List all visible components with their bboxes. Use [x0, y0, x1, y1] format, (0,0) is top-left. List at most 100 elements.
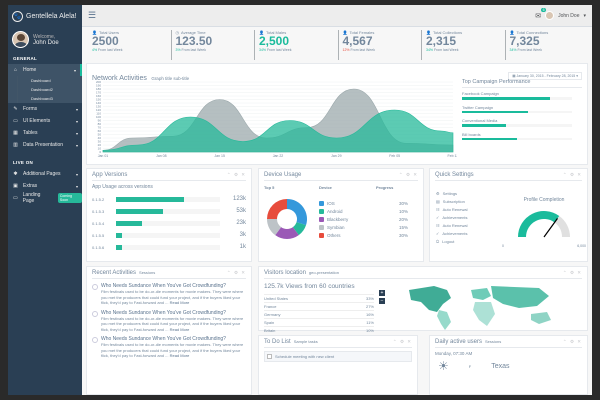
device-row: Android 10%: [319, 207, 419, 215]
campaign-bar-track: [462, 110, 572, 113]
top-avatar[interactable]: [545, 11, 555, 20]
stat-total-males: 👤 Total Males 2,500 34% From last Week: [254, 30, 338, 60]
quick-setting-item[interactable]: ✓ Achievements: [436, 229, 468, 237]
sidebar-item-home[interactable]: ⌂ Home ▾: [8, 64, 82, 76]
menu-toggle-icon[interactable]: ☰: [88, 10, 97, 20]
version-label: 0.1.5.2: [92, 196, 105, 202]
sidebar-item-label: Tables: [23, 130, 38, 136]
activity-title[interactable]: Who Needs Sundance When You've Got Crowd…: [101, 283, 226, 289]
table-icon: ▦: [13, 130, 18, 136]
quick-setting-item[interactable]: ☷ Auto Renewal: [436, 205, 468, 213]
submenu-dashboard[interactable]: Dashboard: [17, 76, 82, 85]
visitors-heading: 125.7k Views from 60 countries: [264, 283, 355, 290]
todo-checkbox[interactable]: [267, 354, 272, 359]
gauge-fill: [518, 211, 560, 237]
panel-controls[interactable]: ⌃ ⚙ ✕: [226, 269, 246, 275]
desktop-icon: ▭: [13, 118, 18, 124]
avatar[interactable]: [12, 31, 29, 48]
sidebar-item-tables[interactable]: ▦ Tables ▾: [8, 127, 82, 139]
profile-completion-gauge: [518, 211, 570, 238]
panel-controls[interactable]: ⌃ ⚙ ✕: [562, 269, 582, 275]
panel-controls[interactable]: ⌃ ⚙ ✕: [226, 171, 246, 177]
quick-setting-item[interactable]: ▤ Subscription: [436, 197, 468, 205]
device-pct: 30%: [399, 232, 409, 238]
sidebar-item-forms[interactable]: ✎ Forms ▾: [8, 103, 82, 115]
gauge-max: 6,000: [577, 244, 586, 248]
read-more-link[interactable]: Read More: [169, 326, 190, 332]
panel-title: Visitors location geo-presentation ⌃ ⚙ ✕: [264, 267, 582, 279]
app-version-row: 0.1.5.3 53k: [92, 205, 246, 217]
setting-label: Auto Renewal: [442, 222, 468, 228]
todo-item[interactable]: Schedule meeting with new client: [264, 351, 412, 362]
map-zoom-out[interactable]: −: [379, 298, 385, 304]
stat-label: Total Males: [265, 30, 287, 35]
y-tick-label: 90: [98, 119, 102, 123]
sidebar-item-additional-pages[interactable]: ✱ Additional Pages ▾: [8, 168, 82, 180]
quick-setting-item[interactable]: ⚙ Settings: [436, 189, 468, 197]
chevron-down-icon[interactable]: ▾: [583, 12, 586, 19]
daily-title: Daily active users: [435, 338, 483, 345]
network-activities-panel: Network Activities Graph title sub-title…: [86, 63, 588, 165]
device-name: IOS: [327, 200, 335, 206]
campaign-label: Twitter Campaign: [462, 104, 494, 110]
map-zoom-in[interactable]: +: [379, 290, 385, 296]
gauge-title: Profile Completion: [523, 197, 565, 203]
top-right-controls: ✉ 6 John Doe ▾: [535, 7, 586, 20]
sidebar-item-label: Extras: [23, 183, 38, 189]
panel-controls[interactable]: ⌃ ⚙ ✕: [392, 338, 412, 344]
daily-date: Monday, 07:30 AM: [435, 351, 473, 356]
y-tick-label: 80: [98, 122, 102, 126]
sidebar-item-landing-page[interactable]: ▭ Landing Page Coming Soon: [8, 192, 83, 204]
date-range-picker[interactable]: ▦ January 30, 2015 - February 28, 2015 ▾: [508, 72, 582, 80]
brand[interactable]: 🐾 Gentellela Alela!: [8, 5, 82, 27]
sidebar-item-data-presentation[interactable]: ▥ Data Presentation ▾: [8, 139, 82, 151]
setting-icon: ▤: [436, 198, 440, 204]
map-south-america: [437, 310, 451, 330]
submenu-dashboard2[interactable]: Dashboard2: [17, 85, 82, 94]
submenu-dashboard3[interactable]: Dashboard3: [17, 94, 82, 103]
stat-average-time: ◷ Average Time 123.50 3% From last Week: [170, 30, 255, 60]
quick-setting-item[interactable]: ⏻ Logout: [436, 237, 468, 245]
activity-title[interactable]: Who Needs Sundance When You've Got Crowd…: [101, 309, 226, 316]
sidebar-item-ui-elements[interactable]: ▭ UI Elements ▾: [8, 115, 82, 127]
visitor-row: United States 33%: [264, 294, 374, 302]
trend-up-pct: 4%: [92, 48, 98, 52]
profile-completion: Profile Completion 0 6,000: [502, 197, 586, 248]
mail-icon[interactable]: ✉ 6: [535, 7, 547, 20]
welcome-text: Welcome,: [33, 33, 56, 40]
read-more-link[interactable]: Read More: [169, 353, 190, 358]
donut-slice-symbian: [267, 219, 282, 236]
top-user-name[interactable]: John Doe: [558, 12, 580, 19]
stat-total-connections: 👤 Total Connections 7,325 34% From last W…: [504, 30, 589, 60]
sidebar-item-extras[interactable]: ▣ Extras ▾: [8, 180, 82, 192]
panel-controls[interactable]: ⌃ ⚙ ✕: [562, 171, 582, 177]
version-bar-track: [116, 220, 220, 226]
campaign-row: Conventional Media: [462, 118, 582, 127]
app-version-row: 0.1.5.2 123k: [92, 193, 246, 205]
network-title: Network Activities: [92, 75, 147, 82]
setting-icon: ⚙: [436, 190, 440, 196]
quick-setting-item[interactable]: ☷ Auto Renewal: [436, 221, 468, 229]
campaign-title: Top Campaign Performance: [462, 79, 582, 88]
version-bar-track: [116, 244, 220, 250]
activity-title[interactable]: Who Needs Sundance When You've Got Crowd…: [101, 336, 226, 342]
x-tick-label: Jan 01: [98, 154, 109, 158]
app-versions-title: App Versions: [92, 171, 128, 178]
panel-controls[interactable]: ⌃ ⚙ ✕: [562, 338, 582, 344]
daily-subtitle: Sessions: [485, 338, 502, 344]
trend-up-pct: 3%: [175, 48, 181, 52]
read-more-link[interactable]: Read More: [169, 300, 190, 305]
top-campaign-performance: Top Campaign Performance Facebook Campai…: [462, 79, 582, 145]
quick-settings-panel: Quick Settings ⌃ ⚙ ✕ ⚙ Settings ▤ Subscripti…: [429, 168, 588, 262]
version-count: 23k: [236, 220, 246, 226]
version-bar-fill: [116, 196, 185, 202]
activities-title: Recent Activities: [92, 269, 137, 276]
quick-setting-item[interactable]: ✓ Achievements: [436, 213, 468, 221]
section-general: GENERAL: [13, 56, 38, 61]
device-name: Others: [327, 232, 341, 238]
panel-controls[interactable]: ⌃ ⚙ ✕: [398, 171, 418, 177]
campaign-list: Facebook Campaign Twitter Campaign Convent…: [462, 91, 582, 140]
version-label: 0.1.5.3: [92, 208, 105, 214]
campaign-row: Twitter Campaign: [462, 104, 582, 113]
